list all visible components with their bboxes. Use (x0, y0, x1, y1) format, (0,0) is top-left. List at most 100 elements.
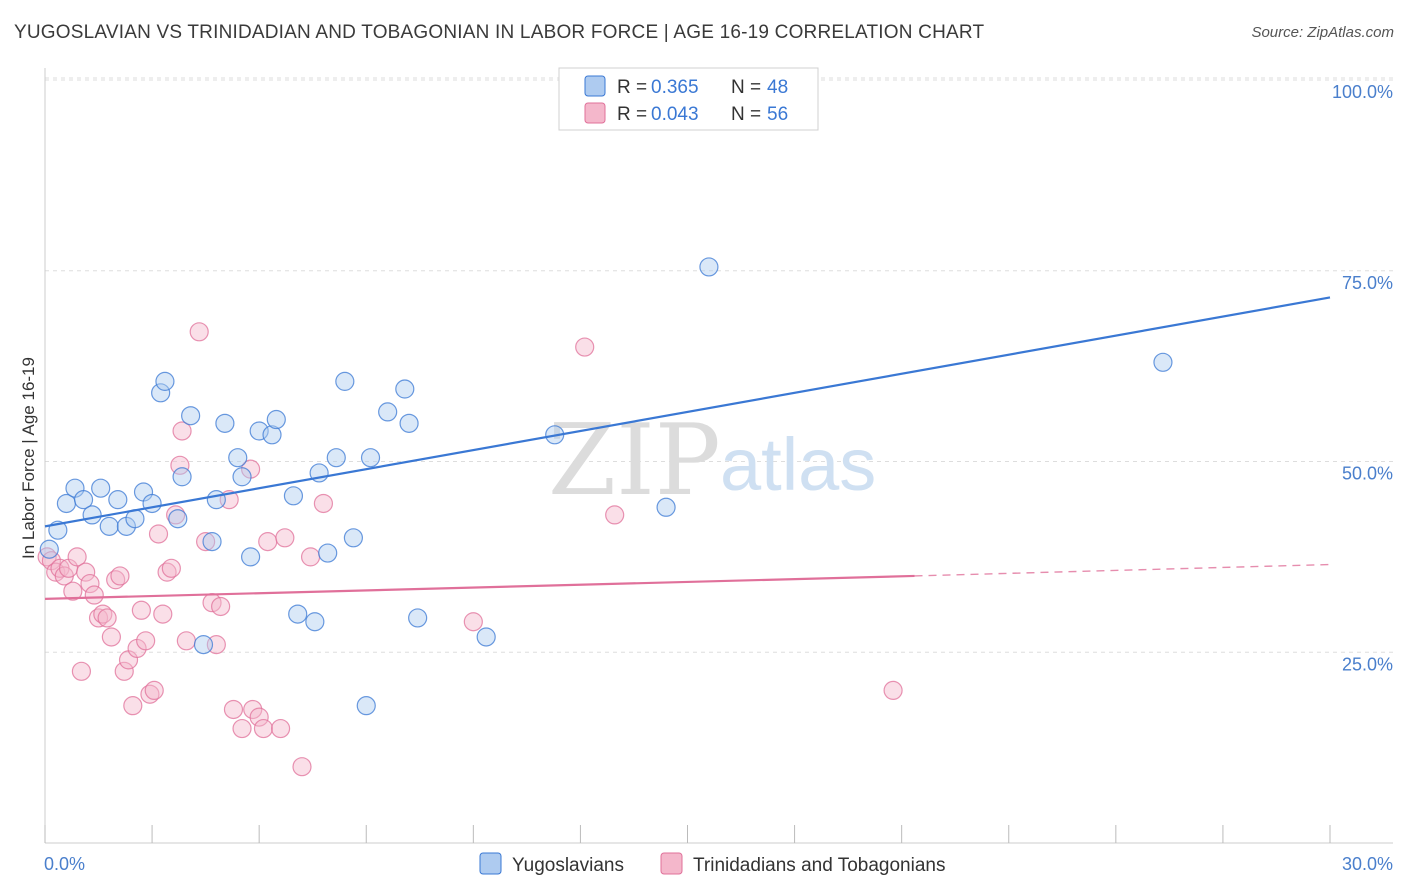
trinidadian-point-38 (211, 596, 231, 617)
legend-r-value-1: 0.365 (651, 77, 699, 98)
trinidadian-point-52 (463, 612, 483, 632)
points-layer (37, 70, 1173, 777)
yugoslavian-point-6 (91, 478, 111, 498)
yugoslavian-point-17 (181, 406, 201, 426)
y-tick-label-100: 100.0% (1332, 82, 1393, 102)
axes-layer: 25.0% 50.0% 75.0% 100.0% (44, 68, 1393, 844)
grid-layer (45, 77, 1393, 653)
trinidadian-point-49 (292, 757, 312, 777)
yugoslavian-point-4 (73, 490, 94, 510)
trinidadian-point-26 (148, 524, 169, 544)
y-axis-label: In Labor Force | Age 16-19 (19, 357, 38, 559)
legend-n-value-1: 48 (767, 77, 788, 98)
yugoslavian-point-28 (283, 486, 304, 506)
watermark-zip: ZIP (548, 404, 721, 518)
yugoslavian-point-34 (335, 371, 355, 391)
yugoslavian-point-27 (266, 409, 286, 430)
yugoslavian-point-8 (108, 490, 128, 510)
yugoslavian-point-0 (39, 539, 59, 559)
series-legend-swatch-trinidadians (660, 852, 683, 875)
yugoslavian-point-26 (262, 425, 282, 445)
trinidadian-point-22 (131, 600, 151, 620)
yugoslavian-point-42 (476, 627, 496, 647)
series-legend-swatch-yugoslavians (479, 852, 502, 875)
series-legend-yugoslavians: Yugoslavians (512, 855, 624, 876)
trinidadian-point-44 (249, 707, 269, 727)
trinidadian-point-29 (161, 558, 181, 578)
x-tick-label-min: 0.0% (44, 854, 85, 874)
legend-swatch-pink (584, 102, 606, 124)
chart-title: YUGOSLAVIAN VS TRINIDADIAN AND TOBAGONIA… (14, 22, 985, 43)
trinidadian-point-53 (575, 337, 595, 357)
yugoslavian-point-32 (318, 543, 338, 563)
series-legend-trinidadians: Trinidadians and Tobagonians (693, 855, 945, 876)
yugoslavian-point-39 (395, 379, 415, 399)
trinidadian-point-46 (258, 532, 278, 552)
trinidadian-point-34 (189, 322, 209, 342)
watermark: ZIP atlas (548, 404, 876, 518)
watermark-atlas: atlas (720, 423, 876, 506)
yugoslavian-point-5 (82, 505, 102, 525)
yugoslavian-point-7 (99, 516, 119, 536)
trinidadian-point-40 (223, 699, 244, 720)
yugoslavian-point-14 (155, 371, 175, 391)
trinidadian-point-51 (313, 493, 334, 514)
trinidadian-point-47 (270, 718, 291, 739)
trinidadian-point-48 (275, 528, 295, 548)
y-tick-label-75: 75.0% (1342, 273, 1393, 293)
correlation-legend: R = 0.365 N = 48 R = 0.043 N = 56 (558, 67, 819, 131)
trinidadian-point-18 (114, 661, 134, 681)
y-tick-label-50: 50.0% (1342, 464, 1393, 484)
yugoslavian-point-24 (241, 547, 261, 567)
trinidadian-point-11 (84, 585, 104, 605)
yugoslavian-point-13 (151, 383, 171, 403)
trinidadian-point-25 (144, 680, 164, 701)
legend-r-label-1: R = (617, 77, 647, 98)
trinidadian-point-15 (101, 627, 121, 647)
x-tick-label-max: 30.0% (1342, 854, 1393, 874)
legend-n-label-2: N = (731, 104, 761, 125)
trinidadian-point-43 (243, 699, 263, 720)
trinidadian-point-10 (80, 573, 100, 594)
yugoslavian-point-46 (699, 257, 719, 277)
source-credit: Source: ZipAtlas.com (1251, 24, 1394, 41)
trinidadian-point-7 (67, 547, 87, 567)
trinidadian-point-9 (76, 562, 96, 582)
yugoslavian-point-38 (378, 402, 398, 422)
trinidadian-point-8 (71, 661, 92, 681)
legend-swatch-blue (584, 75, 606, 97)
trinidadian-point-23 (136, 631, 156, 651)
yugoslavian-point-41 (408, 608, 428, 628)
yugoslavian-point-30 (305, 612, 325, 632)
trinidadian-point-31 (170, 455, 190, 475)
trinidadian-trend-line (44, 574, 915, 600)
yugoslavian-trend-line (44, 296, 1331, 528)
trinidadian-point-20 (123, 696, 143, 716)
trinidadian-point-54 (605, 505, 625, 525)
legend-n-label-1: N = (731, 77, 761, 98)
trinidadian-trend-extension (914, 563, 1331, 577)
trinidadian-point-41 (232, 718, 252, 739)
yugoslavian-point-20 (206, 490, 226, 510)
yugoslavian-point-29 (288, 604, 308, 624)
trinidadian-point-33 (176, 631, 196, 651)
trend-layer (44, 296, 1331, 600)
yugoslavian-point-12 (142, 493, 162, 514)
legend-n-value-2: 56 (767, 104, 788, 125)
trinidadian-point-27 (153, 604, 173, 624)
yugoslavian-point-25 (249, 421, 269, 441)
trinidadian-point-14 (97, 608, 117, 628)
yugoslavian-point-19 (202, 532, 222, 552)
yugoslavian-point-33 (326, 448, 346, 468)
trinidadian-point-50 (300, 547, 321, 567)
series-legend: Yugoslavians Trinidadians and Tobagonian… (479, 852, 945, 876)
yugoslavian-point-36 (356, 696, 376, 716)
yugoslavian-point-21 (215, 413, 235, 433)
yugoslavian-point-23 (232, 467, 252, 487)
yugoslavian-point-45 (656, 497, 676, 517)
yugoslavian-point-16 (172, 467, 192, 487)
yugoslavian-point-35 (343, 528, 363, 548)
trinidadian-point-17 (110, 566, 130, 586)
yugoslavian-point-47 (1153, 352, 1173, 372)
